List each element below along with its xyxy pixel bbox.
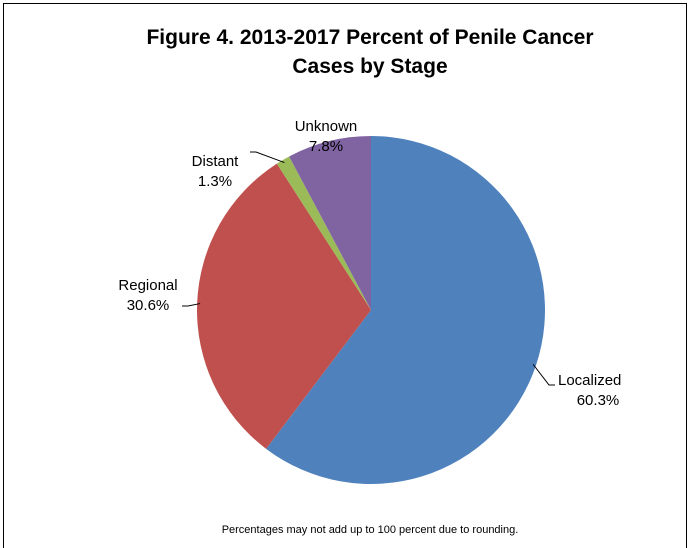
pie-slice: [289, 136, 371, 310]
leader-line: [532, 364, 555, 386]
pie-slice: [196, 163, 371, 449]
category-label: Distant: [192, 153, 240, 170]
pie-slice: [266, 136, 546, 485]
leader-line: [250, 151, 285, 164]
value-label: 1.3%: [198, 173, 232, 190]
footnote: Percentages may not add up to 100 percen…: [222, 524, 519, 536]
value-label: 30.6%: [127, 297, 170, 314]
category-label: Regional: [118, 277, 177, 294]
category-label: Localized: [558, 372, 621, 389]
value-label: 60.3%: [577, 392, 620, 409]
category-label: Unknown: [295, 118, 358, 135]
chart-title: Figure 4. 2013-2017 Percent of Penile Ca…: [146, 26, 593, 78]
pie-slice: [276, 156, 371, 310]
value-label: 7.8%: [309, 138, 343, 155]
leader-line: [182, 303, 201, 307]
